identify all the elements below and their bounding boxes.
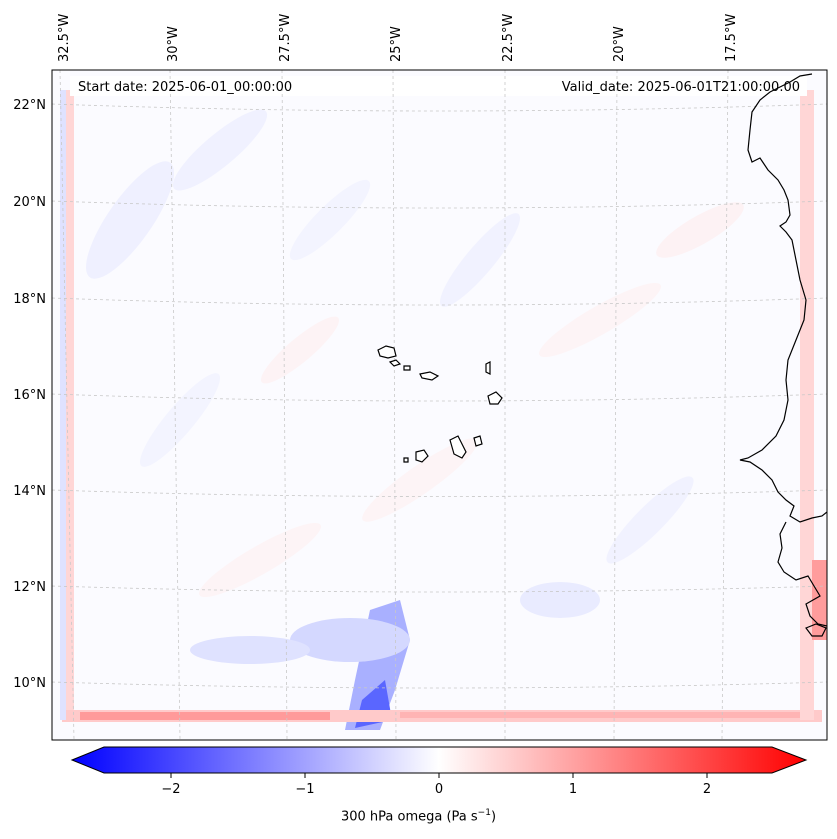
island-santa-luzia bbox=[403, 365, 411, 371]
lat-label-10n: 10°N bbox=[13, 676, 46, 691]
colorbar-title-close: ) bbox=[490, 809, 497, 825]
omega-field bbox=[60, 76, 827, 730]
colorbar-body bbox=[70, 746, 808, 774]
lat-label-14n: 14°N bbox=[13, 484, 46, 499]
island-maio bbox=[473, 435, 483, 447]
map-frame bbox=[51, 69, 828, 741]
colorbar-tick-label: −2 bbox=[161, 782, 180, 797]
cape-verde-islands bbox=[377, 345, 503, 463]
colorbar-tick-label: 0 bbox=[435, 782, 443, 797]
island-santiago bbox=[449, 435, 467, 459]
colorbar-tick-label: 1 bbox=[569, 782, 577, 797]
longitude-labels: 32.5°W 30°W 27.5°W 25°W 22.5°W 20°W 17.5… bbox=[57, 14, 739, 62]
colorbar-ticks bbox=[170, 773, 708, 778]
graticule bbox=[52, 70, 827, 740]
colorbar-title-text: 300 hPa omega (Pa s bbox=[340, 809, 478, 825]
island-brava bbox=[403, 457, 409, 463]
colorbar-title-exponent: −1 bbox=[477, 808, 491, 818]
lon-label-25w: 25°W bbox=[389, 26, 404, 62]
lon-label-27-5w: 27.5°W bbox=[278, 14, 293, 62]
valid-date-label: Valid_date: 2025-06-01T21:00:00.00 bbox=[562, 80, 800, 95]
lat-label-20n: 20°N bbox=[13, 195, 46, 210]
coastline bbox=[739, 73, 827, 637]
island-fogo bbox=[415, 449, 429, 463]
lon-label-32-5w: 32.5°W bbox=[57, 14, 72, 62]
colorbar-title: 300 hPa omega (Pa s−1) bbox=[0, 808, 837, 824]
lat-label-12n: 12°N bbox=[13, 580, 46, 595]
start-date-label: Start date: 2025-06-01_00:00:00 bbox=[78, 80, 292, 95]
lat-label-18n: 18°N bbox=[13, 292, 46, 307]
island-sao-nicolau bbox=[419, 371, 440, 381]
lat-label-16n: 16°N bbox=[13, 388, 46, 403]
latitude-labels: 22°N 20°N 18°N 16°N 14°N 12°N 10°N bbox=[13, 98, 46, 691]
colorbar-tick-label: −1 bbox=[295, 782, 314, 797]
lon-label-22-5w: 22.5°W bbox=[501, 14, 516, 62]
lon-label-17-5w: 17.5°W bbox=[724, 14, 739, 62]
island-boa-vista bbox=[487, 391, 503, 405]
island-santo-antao bbox=[377, 345, 397, 359]
island-sal bbox=[485, 361, 491, 375]
island-sao-vicente bbox=[388, 359, 402, 367]
lon-label-30w: 30°W bbox=[166, 26, 181, 62]
lon-label-20w: 20°W bbox=[612, 26, 627, 62]
map-panel: Start date: 2025-06-01_00:00:00 Valid_da… bbox=[51, 69, 828, 741]
colorbar: −2 −1 0 1 2 bbox=[70, 746, 808, 797]
colorbar-tick-label: 2 bbox=[703, 782, 711, 797]
lat-label-22n: 22°N bbox=[13, 98, 46, 113]
